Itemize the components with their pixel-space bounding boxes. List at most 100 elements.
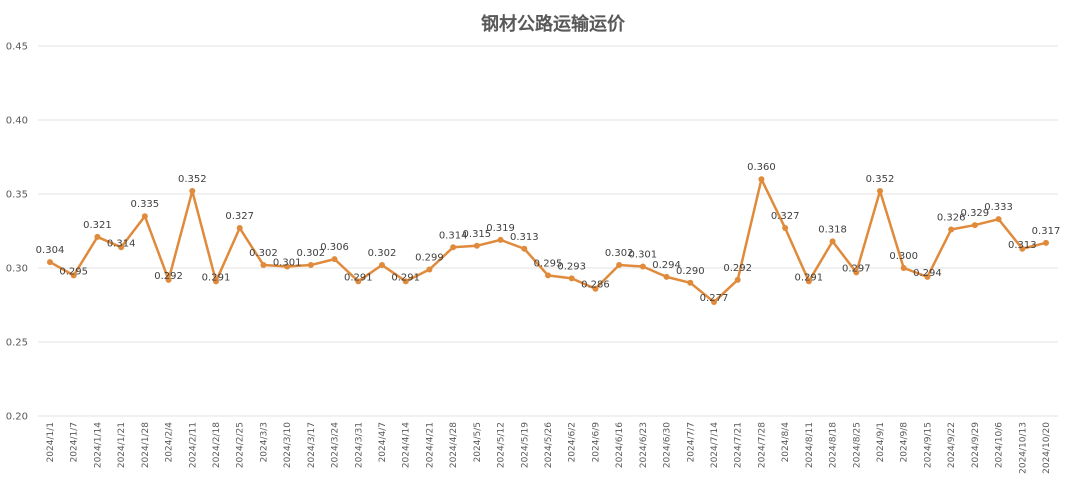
data-label: 0.291 [344, 272, 373, 283]
data-point [663, 273, 670, 280]
data-label: 0.290 [676, 266, 705, 277]
x-tick-label: 2024/7/28 [757, 422, 767, 468]
x-tick-label: 2024/8/25 [852, 422, 862, 468]
gridlines [38, 45, 1058, 417]
y-tick-label: 0.25 [6, 338, 28, 349]
x-tick-label: 2024/9/22 [947, 422, 957, 468]
data-labels: 0.304 0.295 0.321 0.314 0.335 0.292 0.352 0.291… [36, 162, 1061, 304]
y-tick-label: 0.20 [6, 412, 28, 423]
data-label: 0.291 [202, 272, 231, 283]
x-tick-label: 2024/5/5 [473, 422, 483, 462]
y-tick-label: 0.40 [6, 116, 28, 127]
data-label: 0.352 [866, 174, 895, 185]
data-label: 0.292 [723, 263, 752, 274]
data-point [734, 276, 741, 283]
x-axis: 2024/1/1 2024/1/7 2024/1/14 2024/1/21 2024/1… [46, 422, 1052, 474]
x-tick-label: 2024/10/6 [995, 422, 1005, 468]
data-label: 0.302 [605, 248, 634, 259]
x-tick-label: 2024/3/31 [354, 422, 364, 468]
data-point [639, 263, 646, 270]
data-point [450, 244, 457, 251]
data-label: 0.302 [297, 248, 326, 259]
data-label: 0.277 [700, 293, 729, 304]
data-label: 0.313 [1008, 240, 1037, 251]
data-label: 0.314 [439, 230, 468, 241]
data-point [284, 263, 291, 270]
data-label: 0.300 [889, 251, 918, 262]
data-point [971, 222, 978, 229]
y-axis: 0.20 0.25 0.30 0.35 0.40 0.45 [6, 42, 28, 423]
x-tick-label: 2024/9/8 [900, 422, 910, 463]
data-label: 0.294 [913, 268, 942, 279]
x-tick-label: 2024/7/7 [686, 422, 696, 462]
y-tick-label: 0.30 [6, 264, 28, 275]
x-tick-label: 2024/9/1 [876, 422, 886, 462]
data-label: 0.315 [463, 229, 492, 240]
data-point [568, 275, 575, 282]
data-point [948, 226, 955, 233]
data-point [545, 272, 551, 279]
data-point [236, 225, 243, 232]
x-tick-label: 2024/1/1 [46, 422, 56, 462]
data-point [47, 259, 53, 266]
data-label: 0.295 [534, 258, 563, 269]
data-point [1043, 239, 1049, 246]
data-label: 0.319 [486, 223, 515, 234]
chart-title: 钢材公路运输运价 [481, 13, 626, 35]
x-tick-label: 2024/4/28 [449, 422, 459, 468]
data-point [402, 278, 409, 285]
x-tick-label: 2024/2/18 [212, 422, 222, 468]
data-point [924, 273, 931, 280]
data-point [94, 233, 101, 240]
x-tick-label: 2024/6/30 [663, 422, 673, 468]
x-tick-label: 2024/2/4 [165, 422, 175, 463]
x-tick-label: 2024/6/23 [639, 422, 649, 468]
data-point [592, 285, 599, 292]
data-point [497, 236, 504, 243]
data-label: 0.317 [1032, 226, 1061, 237]
data-point [521, 245, 528, 252]
data-point [900, 265, 907, 271]
data-label: 0.291 [391, 272, 420, 283]
x-tick-label: 2024/5/19 [520, 422, 530, 468]
data-point [853, 269, 860, 276]
x-tick-label: 2024/5/12 [497, 422, 507, 468]
x-tick-label: 2024/7/21 [734, 422, 744, 468]
data-label: 0.318 [818, 224, 847, 235]
data-point [165, 276, 172, 283]
data-point [70, 272, 77, 279]
data-label: 0.304 [36, 245, 65, 256]
data-label: 0.326 [937, 213, 966, 224]
series-line-path [49, 177, 1047, 304]
data-label: 0.360 [747, 162, 776, 173]
x-tick-label: 2024/9/15 [923, 422, 933, 468]
x-tick-label: 2024/6/2 [568, 422, 578, 462]
data-point [782, 225, 789, 232]
data-point [877, 188, 883, 195]
x-tick-label: 2024/8/11 [805, 422, 815, 468]
data-label: 0.327 [225, 211, 254, 222]
data-point [829, 238, 836, 245]
x-tick-label: 2024/3/10 [283, 422, 293, 468]
data-label: 0.299 [415, 252, 444, 263]
data-label: 0.302 [249, 248, 278, 259]
y-tick-label: 0.35 [6, 190, 28, 201]
data-point [473, 242, 480, 249]
x-tick-label: 2024/9/29 [971, 422, 981, 468]
data-point [616, 262, 623, 269]
x-tick-label: 2024/3/17 [307, 422, 317, 468]
data-label: 0.293 [557, 261, 586, 272]
data-label: 0.335 [131, 199, 160, 210]
data-point [260, 262, 267, 269]
data-label: 0.301 [273, 258, 302, 269]
x-tick-label: 2024/10/20 [1042, 422, 1052, 474]
x-tick-label: 2024/4/14 [402, 422, 412, 468]
data-label: 0.329 [961, 208, 990, 219]
data-point [758, 176, 765, 183]
x-tick-label: 2024/3/24 [331, 422, 341, 468]
data-label: 0.302 [368, 248, 397, 259]
x-tick-label: 2024/1/21 [117, 422, 127, 468]
data-label: 0.314 [107, 238, 136, 249]
